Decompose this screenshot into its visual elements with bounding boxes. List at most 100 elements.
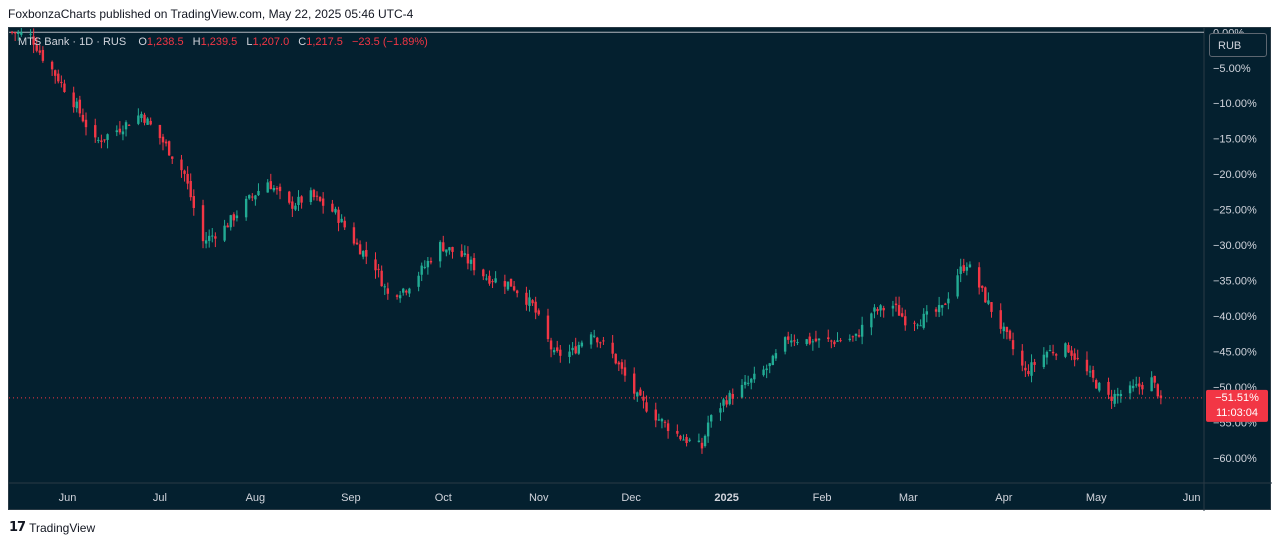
x-tick-label: 2025: [714, 492, 738, 504]
candle-body: [377, 268, 380, 270]
candle-body: [962, 265, 965, 272]
symbol-label[interactable]: MTS Bank · 1D · RUS: [18, 36, 127, 48]
candle-body: [183, 170, 186, 174]
candle-body: [1067, 345, 1070, 353]
tradingview-logo[interactable]: 17 TradingView: [9, 520, 95, 535]
candle-body: [420, 265, 423, 275]
candle-body: [38, 50, 41, 53]
candle-body: [257, 190, 260, 196]
candle-body: [297, 196, 300, 205]
chart-panel[interactable]: 0.00%−5.00%−10.00%−15.00%−20.00%−25.00%−…: [8, 27, 1272, 511]
x-tick-label: Oct: [435, 492, 452, 504]
candle-body: [796, 342, 799, 344]
candle-body: [968, 264, 972, 268]
candle-body: [1042, 354, 1046, 368]
candle-body: [706, 422, 710, 437]
candle-body: [657, 419, 661, 421]
tradingview-logo-text: TradingView: [29, 520, 96, 535]
candlestick-chart[interactable]: 0.00%−5.00%−10.00%−15.00%−20.00%−25.00%−…: [9, 28, 1272, 511]
candle-body: [1150, 377, 1153, 392]
candle-body: [300, 196, 303, 203]
candle-body: [700, 442, 704, 449]
high-label: H: [192, 36, 201, 48]
close-label: C: [298, 36, 307, 48]
candle-body: [534, 301, 537, 313]
candle-body: [639, 389, 642, 396]
candle-body: [762, 369, 765, 376]
candle-body: [1021, 350, 1024, 366]
candle-body: [204, 240, 208, 244]
candle-body: [645, 402, 648, 412]
candle-body: [448, 247, 451, 251]
candle-body: [1070, 350, 1073, 356]
candle-body: [442, 242, 445, 252]
candle-body: [41, 49, 45, 61]
candle-body: [916, 324, 919, 326]
candle-body: [753, 373, 756, 380]
candle-body: [728, 392, 731, 405]
candle-body: [1054, 354, 1058, 356]
candle-body: [611, 342, 614, 354]
candle-body: [312, 189, 316, 198]
candle-body: [244, 198, 248, 218]
candle-body: [417, 275, 420, 287]
candle-body: [556, 347, 559, 351]
candle-body: [180, 159, 183, 171]
candle-body: [201, 205, 205, 242]
candle-body: [697, 440, 701, 443]
candle-body: [568, 351, 571, 357]
candle-body: [663, 421, 667, 423]
candle-body: [817, 338, 821, 341]
candle-body: [919, 325, 922, 327]
candle-body: [405, 290, 408, 293]
candle-body: [291, 201, 294, 209]
candle-body: [149, 120, 152, 125]
candle-body: [365, 249, 368, 257]
candle-body: [984, 287, 987, 303]
y-tick-label: −20.00%: [1213, 169, 1257, 181]
y-tick-label: −45.00%: [1213, 347, 1257, 359]
candle-body: [666, 423, 670, 432]
currency-button[interactable]: RUB: [1209, 33, 1267, 57]
candle-body: [879, 305, 882, 311]
candle-body: [115, 130, 118, 133]
candle-body: [904, 316, 907, 326]
candle-body: [599, 342, 602, 344]
candle-body: [10, 31, 14, 33]
candle-body: [211, 235, 214, 237]
candle-body: [703, 435, 707, 447]
candle-body: [1131, 385, 1135, 389]
candle-body: [226, 225, 229, 228]
candle-body: [143, 114, 146, 123]
y-tick-label: −40.00%: [1213, 311, 1257, 323]
candle-body: [214, 236, 217, 239]
candle-body: [941, 305, 944, 308]
candle-body: [679, 435, 682, 440]
x-tick-label: Dec: [621, 492, 641, 504]
candle-body: [72, 92, 75, 108]
candle-body: [617, 362, 621, 365]
candle-body: [722, 399, 725, 406]
candle-body: [894, 303, 898, 306]
candle-body: [614, 353, 617, 364]
candle-body: [81, 114, 85, 122]
candle-body: [460, 250, 463, 257]
candle-body: [485, 278, 488, 280]
candle-body: [355, 242, 359, 245]
candle-body: [445, 249, 448, 253]
candle-body: [63, 83, 66, 92]
tradingview-mark-icon: 17: [9, 520, 26, 535]
candle-body: [1107, 381, 1110, 395]
candle-body: [688, 439, 691, 441]
candle-body: [164, 141, 168, 144]
candle-body: [857, 335, 861, 337]
candle-body: [870, 313, 873, 328]
candle-body: [633, 373, 636, 394]
y-tick-label: −30.00%: [1213, 240, 1257, 252]
candle-body: [84, 119, 88, 128]
candle-body: [146, 118, 149, 125]
candle-body: [947, 298, 950, 304]
candle-body: [408, 288, 411, 294]
candle-body: [503, 281, 507, 287]
candle-body: [97, 139, 100, 141]
